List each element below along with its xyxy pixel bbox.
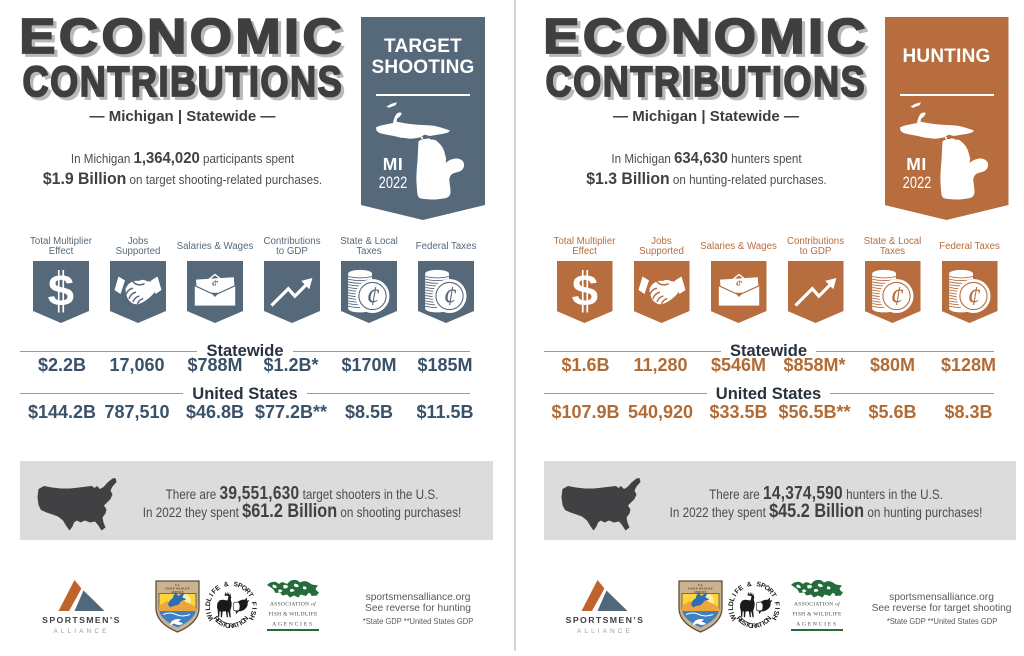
svg-text:S: S	[756, 581, 762, 589]
svg-text:I: I	[731, 592, 738, 597]
svg-text:A: A	[231, 622, 237, 630]
svg-text:S: S	[232, 581, 238, 589]
svg-text:N: N	[765, 615, 774, 623]
svg-text:O: O	[763, 584, 771, 593]
svg-text:O: O	[224, 622, 230, 630]
svg-text:P: P	[236, 582, 243, 590]
svg-text:W: W	[729, 612, 738, 621]
svg-text:FISH & WILDLIFE: FISH & WILDLIFE	[688, 587, 713, 590]
svg-text:¢: ¢	[366, 281, 380, 311]
svg-text:S: S	[772, 610, 780, 617]
svg-text:AGENCIES: AGENCIES	[272, 622, 314, 628]
svg-text:E: E	[214, 584, 222, 593]
svg-text:T: T	[234, 621, 241, 629]
svg-text:FISH & WILDLIFE: FISH & WILDLIFE	[268, 612, 318, 618]
svg-text:H: H	[770, 613, 779, 621]
svg-text:O: O	[747, 622, 753, 630]
svg-text:&: &	[223, 581, 229, 589]
svg-text:S: S	[217, 620, 225, 629]
svg-text:F: F	[249, 601, 257, 606]
svg-text:I: I	[238, 620, 243, 627]
svg-text:¢: ¢	[443, 281, 457, 311]
svg-text:O: O	[239, 617, 248, 626]
svg-text:S: S	[248, 610, 256, 617]
svg-text:I: I	[761, 620, 766, 627]
svg-text:F: F	[734, 588, 742, 596]
svg-text:T: T	[758, 621, 765, 629]
svg-text:L: L	[204, 606, 211, 611]
svg-text:N: N	[241, 615, 250, 623]
svg-text:R: R	[735, 615, 744, 623]
svg-text:E: E	[737, 584, 745, 593]
svg-text:P: P	[759, 582, 766, 590]
svg-text:SERVICE: SERVICE	[171, 591, 183, 594]
svg-text:D: D	[728, 601, 736, 607]
svg-text:O: O	[762, 617, 771, 626]
svg-text:T: T	[221, 621, 228, 629]
svg-text:S: S	[47, 267, 75, 314]
svg-text:U.S.: U.S.	[175, 584, 180, 587]
svg-text:SERVICE: SERVICE	[694, 591, 706, 594]
svg-text:D: D	[204, 601, 212, 607]
svg-text:R: R	[228, 623, 233, 630]
svg-text:I: I	[729, 611, 736, 615]
svg-text:S: S	[740, 620, 748, 629]
svg-text:T: T	[769, 592, 778, 600]
svg-text:I: I	[249, 607, 256, 609]
svg-text:L: L	[729, 596, 737, 602]
svg-text:T: T	[246, 592, 255, 600]
svg-text:R: R	[766, 587, 775, 595]
svg-text:F: F	[210, 588, 218, 596]
svg-text:A: A	[754, 622, 760, 630]
svg-text:R: R	[752, 623, 757, 630]
svg-text:I: I	[208, 592, 215, 597]
svg-text:E: E	[214, 618, 222, 627]
svg-text:L: L	[205, 596, 213, 602]
svg-text:H: H	[246, 613, 255, 621]
svg-text:ASSOCIATION of: ASSOCIATION of	[794, 601, 841, 608]
svg-text:FISH & WILDLIFE: FISH & WILDLIFE	[165, 587, 190, 590]
svg-text:¢: ¢	[967, 281, 981, 311]
svg-text:I: I	[205, 611, 212, 615]
svg-text:S: S	[570, 267, 598, 314]
svg-text:E: E	[737, 618, 745, 627]
svg-text:L: L	[728, 606, 735, 611]
svg-text:I: I	[773, 607, 780, 609]
svg-text:&: &	[746, 581, 752, 589]
svg-text:R: R	[243, 587, 252, 595]
svg-text:R: R	[211, 615, 220, 623]
svg-text:U.S.: U.S.	[698, 584, 703, 587]
svg-text:F: F	[773, 601, 781, 606]
svg-text:W: W	[206, 612, 215, 621]
svg-text:ASSOCIATION of: ASSOCIATION of	[270, 601, 317, 608]
svg-text:O: O	[239, 584, 247, 593]
svg-text:T: T	[744, 621, 751, 629]
svg-text:AGENCIES: AGENCIES	[796, 622, 838, 628]
svg-text:FISH & WILDLIFE: FISH & WILDLIFE	[792, 612, 842, 618]
svg-text:¢: ¢	[890, 281, 904, 311]
